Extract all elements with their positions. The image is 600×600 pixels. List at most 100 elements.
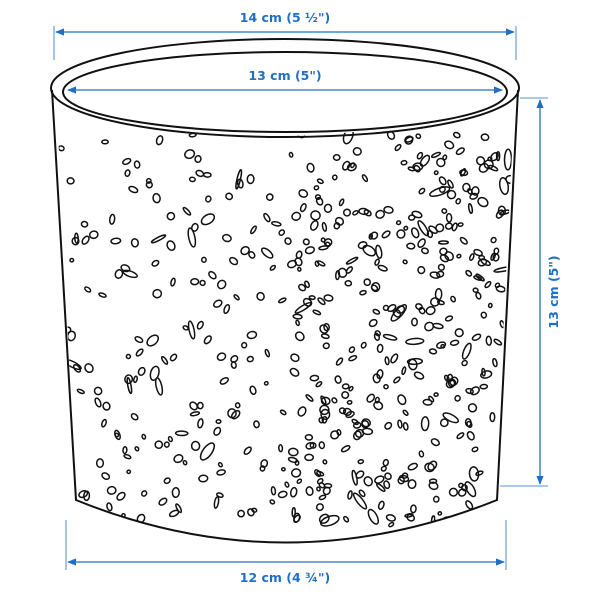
speckle [271,220,282,227]
speckle [469,386,480,396]
speckle [297,406,307,417]
speckle [122,269,139,279]
speckle [456,432,465,440]
speckle [80,220,89,228]
speckle [480,370,493,379]
speckle [493,266,515,273]
speckle [260,459,269,468]
speckle [284,237,292,245]
speckle [437,263,446,271]
speckle [294,257,303,267]
speckle [332,154,341,161]
speckle [475,273,485,282]
speckle [124,169,131,178]
speckle [88,230,99,240]
speckle [492,253,500,262]
speckle [289,367,300,377]
speckle [154,440,164,450]
speckle [495,150,501,162]
speckle [133,160,141,169]
speckle [325,241,331,248]
speckle [434,287,443,301]
speckle [420,416,430,432]
speckle [130,238,139,248]
speckle [235,168,243,190]
speckle [296,478,303,484]
speckle [433,170,439,176]
speckle [279,409,287,416]
speckle [298,189,309,198]
speckle [439,520,447,527]
speckle [171,486,180,499]
speckle [480,258,491,267]
speckle [404,136,414,143]
speckle [315,503,324,512]
speckle [197,418,204,429]
speckle [441,208,448,214]
speckle [468,512,476,521]
speckle [170,277,176,287]
speckle [357,459,365,465]
speckle [243,446,252,455]
speckle [390,353,399,364]
speckle [406,242,416,250]
speckle [101,139,109,145]
speckle [269,264,277,271]
speckle [454,328,464,338]
speckle [278,444,284,453]
speckle [480,133,490,142]
speckle [346,399,353,405]
speckle [319,404,330,416]
speckle [433,392,439,398]
speckle [322,486,331,496]
speckle [323,294,334,302]
speckle [195,169,205,178]
speckle [421,247,429,255]
speckle [93,386,103,396]
speckle [483,159,494,170]
speckle [69,257,75,263]
speckle [383,480,391,490]
speckle [166,240,176,251]
speckle [335,357,344,366]
speckle [187,320,196,340]
speckle [101,418,107,428]
speckle [230,355,239,363]
speckle [320,408,331,421]
speckle [484,280,492,289]
speckle [413,164,421,173]
speckle [473,275,483,281]
speckle [270,486,277,496]
speckle [263,212,271,223]
speckle [260,247,274,259]
speckle [182,325,189,331]
speckle [471,446,479,453]
speckle [101,472,111,481]
speckle [292,313,303,320]
speckle [447,179,454,189]
speckle [108,213,116,225]
speckle [359,289,367,296]
speckle [304,453,315,462]
speckle [357,241,368,250]
speckle [169,353,178,362]
speckle [322,342,330,350]
speckle [269,499,276,505]
speckle [454,394,461,402]
speckle [200,213,216,226]
speckle [471,186,480,196]
speckle [452,131,461,139]
speckle [182,206,192,216]
speckle [397,476,405,485]
speckle [304,246,316,255]
speckle [393,376,401,384]
speckle [380,465,387,472]
speckle [455,198,462,205]
speckle [184,149,196,160]
speckle [456,253,462,259]
speckle [382,304,390,312]
speckle [199,279,206,287]
speckle [442,154,448,161]
speckle [477,196,489,208]
speckle [237,509,246,518]
